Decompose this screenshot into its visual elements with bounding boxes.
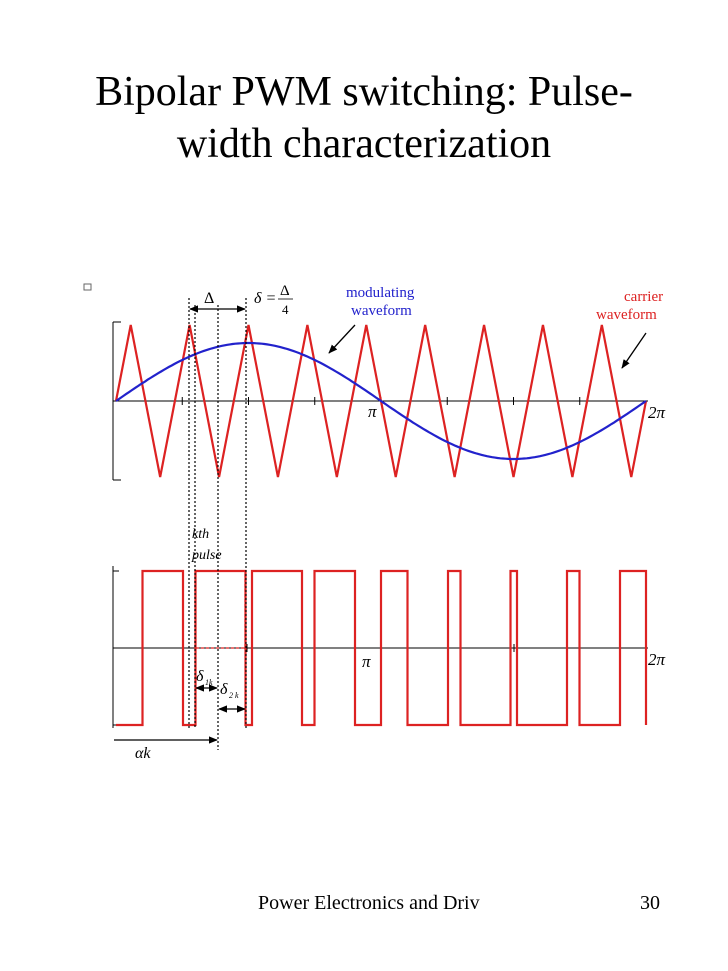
alpha-k-label: αk xyxy=(135,745,151,762)
modulating-waveform xyxy=(115,341,647,461)
delta2k-sub: 2 k xyxy=(229,691,239,700)
delta1k-main: δ xyxy=(196,668,204,685)
pi-label-bottom: π xyxy=(362,652,371,671)
delta-eq-den: 4 xyxy=(282,302,289,317)
two-pi-label-top: 2π xyxy=(648,403,666,422)
page-number: 30 xyxy=(640,892,660,914)
slide-title: Bipolar PWM switching: Pulse- width char… xyxy=(40,66,688,170)
bottom-x-ticks xyxy=(246,644,515,652)
modulating-label-2: waveform xyxy=(351,303,412,319)
two-pi-label-bottom: 2π xyxy=(648,650,666,669)
delta1k-sub: 1k xyxy=(205,678,213,687)
delta-eq-lhs: δ = xyxy=(254,290,276,307)
title-line-2: width characterization xyxy=(176,121,552,167)
carrier-label-1: carrier xyxy=(624,289,663,305)
carrier-pointer xyxy=(621,332,647,369)
modulating-pointer xyxy=(328,324,356,354)
bullet-square xyxy=(83,283,92,291)
delta-label: Δ xyxy=(204,290,214,307)
modulating-label-1: modulating xyxy=(346,285,415,301)
delta-eq-num: Δ xyxy=(280,283,290,299)
title-line-1: Bipolar PWM switching: Pulse- xyxy=(95,69,633,115)
carrier-label-2: waveform xyxy=(596,307,657,323)
footer-text: Power Electronics and Driv xyxy=(258,892,480,914)
kth-pulse-outline xyxy=(194,570,246,649)
dimension-arrows xyxy=(114,305,647,744)
kth-label: kth xyxy=(192,527,209,542)
delta2k-main: δ xyxy=(220,681,228,698)
kth-pulse-dashed xyxy=(194,570,246,649)
pulse-label: pulse xyxy=(191,548,222,563)
pi-label-top: π xyxy=(368,402,377,421)
guide-lines xyxy=(188,298,247,750)
